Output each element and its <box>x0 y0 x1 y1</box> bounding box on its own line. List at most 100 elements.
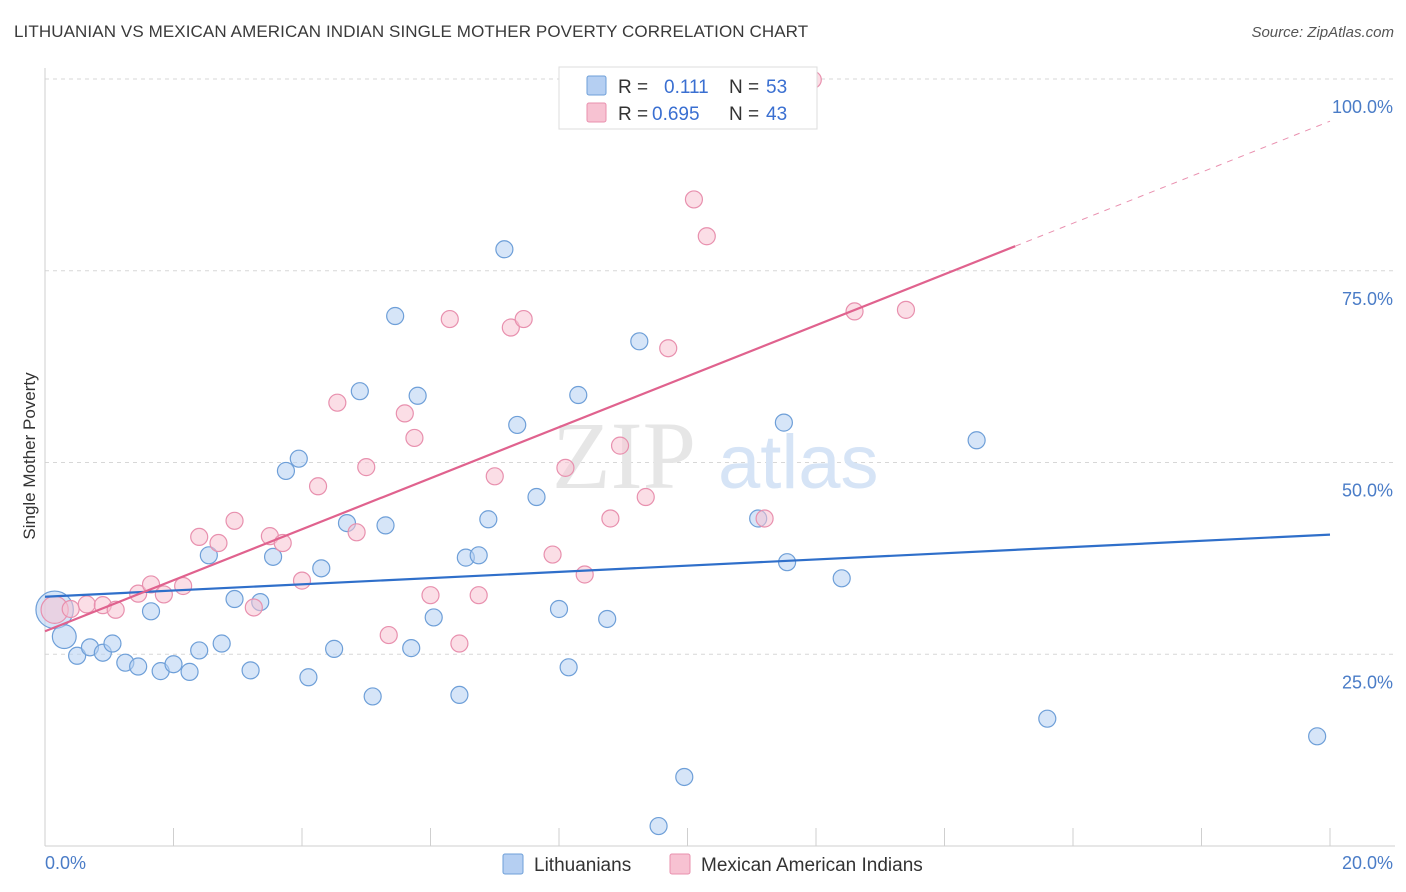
axes <box>44 68 1395 847</box>
watermark-zip: ZIP <box>552 402 696 509</box>
mexican-american-indians-point <box>292 571 312 590</box>
lithuanians-point <box>164 655 183 674</box>
lithuanians-point <box>559 658 578 677</box>
lithuanians-point <box>675 767 694 787</box>
mexican-american-indians-point <box>61 599 80 619</box>
mexican-american-indians-point <box>485 467 504 486</box>
legend-n-label-2: N = <box>729 104 759 125</box>
mexican-american-indians-point <box>514 309 533 329</box>
y-tick-label: 75.0% <box>1342 289 1393 309</box>
y-tick-label: 25.0% <box>1342 672 1393 692</box>
lithuanians-point <box>479 510 498 529</box>
source-label: Source: ZipAtlas.com <box>1251 24 1394 41</box>
lithuanians-point <box>386 306 405 326</box>
series-legend-swatch-lithuanians <box>502 853 524 875</box>
mexican-american-indians-point <box>77 595 96 614</box>
lithuanians-point <box>350 382 369 401</box>
legend-r-value-2: 0.695 <box>652 104 700 125</box>
mexican-american-indians-point <box>225 511 244 530</box>
lithuanians-point <box>598 609 617 629</box>
lithuanians-point <box>276 461 296 481</box>
mexican-american-indians-point <box>395 404 414 423</box>
grid-lines <box>45 78 1395 655</box>
lithuanians-point <box>68 646 87 665</box>
lithuanians-point <box>263 547 283 566</box>
x-tick-label: 0.0% <box>45 853 86 873</box>
legend-n-value-1: 53 <box>766 77 787 98</box>
legend-n-value-2: 43 <box>766 104 787 125</box>
mexican-american-indians-point <box>755 509 774 528</box>
series-legend-label-mexican: Mexican American Indians <box>701 855 923 876</box>
mexican-american-indians-point <box>405 428 424 448</box>
lithuanians-point <box>527 487 546 507</box>
lithuanians-point <box>312 559 331 578</box>
mexican-american-indians-point <box>610 436 630 455</box>
series-legend: Lithuanians Mexican American Indians <box>502 853 923 876</box>
y-tick-label: 50.0% <box>1342 481 1393 501</box>
tick-labels: 25.0% 50.0% 75.0% 100.0% 0.0% 20.0% <box>45 97 1393 873</box>
mexican-american-indians-point <box>347 523 366 542</box>
mexican-american-indians-point <box>357 458 376 477</box>
lithuanians-point <box>569 385 588 405</box>
lithuanians-point <box>325 639 344 658</box>
y-tick-label: 100.0% <box>1332 97 1393 117</box>
mexican-american-indians-point <box>154 585 173 604</box>
lithuanians-point <box>495 240 514 259</box>
lithuanians-point <box>190 641 209 660</box>
mexican-american-indians-point <box>174 576 193 596</box>
mexican-american-indians-point <box>469 586 488 605</box>
mexican-american-indians-point <box>141 575 161 594</box>
series-legend-label-lithuanians: Lithuanians <box>534 855 631 876</box>
mexican-american-indians-point <box>684 190 704 209</box>
lithuanians-point <box>469 546 488 565</box>
legend-r-value-1: 0.111 <box>664 77 709 98</box>
mexican-american-indians-point <box>244 598 263 617</box>
lithuanians-point <box>376 516 395 535</box>
lithuanians-point <box>299 668 318 687</box>
mexican-american-indians-point <box>209 533 228 553</box>
lithuanians-point <box>289 449 308 468</box>
mexican-american-indians-point <box>421 586 440 605</box>
trend-line-mexican-american-indians-extension <box>1014 120 1331 247</box>
legend-r-label-1: R = <box>618 77 648 98</box>
lithuanians-point <box>967 431 986 450</box>
series-lithuanians-points <box>35 240 1327 836</box>
mexican-american-indians-point <box>440 309 459 329</box>
mexican-american-indians-point <box>659 339 678 358</box>
lithuanians-point <box>424 608 443 627</box>
mexican-american-indians-point <box>379 625 398 645</box>
lithuanians-point <box>774 413 793 432</box>
trend-lines <box>44 120 1331 633</box>
lithuanians-point <box>363 687 382 706</box>
legend-r-label-2: R = <box>618 104 648 125</box>
lithuanians-point <box>408 386 427 405</box>
lithuanians-point <box>103 634 122 653</box>
mexican-american-indians-point <box>328 393 347 412</box>
lithuanians-point <box>402 639 421 658</box>
lithuanians-point <box>141 602 161 621</box>
lithuanians-point <box>199 546 218 565</box>
mexican-american-indians-point <box>308 477 328 496</box>
lithuanians-point <box>180 662 199 681</box>
mexican-american-indians-point <box>896 300 916 319</box>
trend-line-lithuanians <box>44 533 1331 598</box>
mexican-american-indians-point <box>543 545 562 564</box>
lithuanians-point <box>212 634 231 653</box>
lithuanians-point <box>508 415 527 435</box>
mexican-american-indians-point <box>450 634 469 653</box>
lithuanians-point <box>649 816 668 836</box>
lithuanians-point <box>832 569 851 588</box>
lithuanians-point <box>630 332 649 351</box>
lithuanians-point <box>129 657 148 676</box>
watermark-atlas: atlas <box>718 420 879 505</box>
mexican-american-indians-point <box>601 509 620 528</box>
mexican-american-indians-point <box>190 527 209 546</box>
lithuanians-point <box>225 589 244 609</box>
legend-swatch-pink <box>586 102 607 123</box>
stats-legend: R = 0.111 N = 53 R = 0.695 N = 43 <box>558 66 818 130</box>
mexican-american-indians-point <box>697 227 716 246</box>
lithuanians-point <box>1038 709 1057 728</box>
lithuanians-point <box>450 685 469 705</box>
lithuanians-point <box>51 624 77 650</box>
